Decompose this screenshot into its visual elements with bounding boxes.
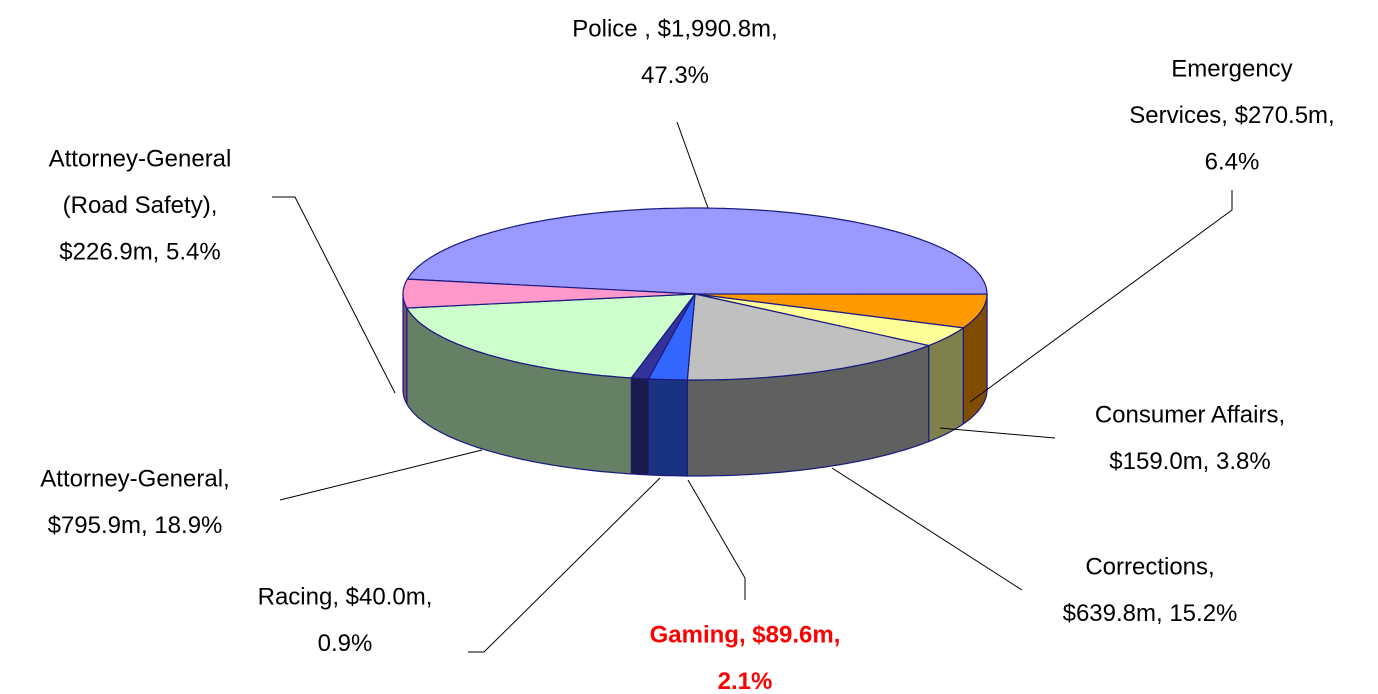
slice	[694, 293, 964, 347]
data-label: Corrections,	[1085, 553, 1214, 580]
data-label: Services, $270.5m,	[1129, 102, 1334, 129]
data-label: 0.9%	[318, 630, 373, 657]
data-label: Consumer Affairs,	[1095, 401, 1285, 428]
data-label: $639.8m, 15.2%	[1063, 600, 1238, 627]
data-label: 47.3%	[641, 62, 709, 89]
data-label: (Road Safety),	[63, 192, 218, 219]
slice	[686, 293, 930, 381]
data-label: $795.9m, 18.9%	[48, 512, 223, 539]
data-label: Attorney-General	[49, 145, 232, 172]
data-label: Racing, $40.0m,	[258, 583, 433, 610]
leader-line	[676, 121, 709, 209]
slice-side	[928, 327, 964, 443]
leader-line	[468, 477, 661, 653]
leader-line	[687, 479, 746, 600]
slice	[406, 207, 988, 295]
data-label: Attorney-General,	[40, 465, 229, 492]
data-label: Police , $1,990.8m,	[572, 15, 777, 42]
leader-line	[831, 467, 1023, 591]
data-label: 6.4%	[1205, 148, 1260, 175]
data-label: $159.0m, 3.8%	[1109, 448, 1270, 475]
slice	[694, 293, 988, 329]
leader-line	[939, 427, 1056, 439]
data-label: $226.9m, 5.4%	[59, 238, 220, 265]
leader-line	[279, 449, 483, 501]
slice-side	[647, 378, 688, 477]
slice-side	[630, 377, 649, 476]
slice	[402, 278, 696, 309]
data-label: Emergency	[1171, 55, 1292, 82]
slice-side	[402, 293, 408, 405]
leader-line	[272, 196, 396, 394]
data-label: 2.1%	[718, 668, 773, 694]
leader-line	[969, 190, 1233, 403]
slice	[406, 293, 696, 379]
data-label: Gaming, $89.6m,	[650, 621, 841, 648]
